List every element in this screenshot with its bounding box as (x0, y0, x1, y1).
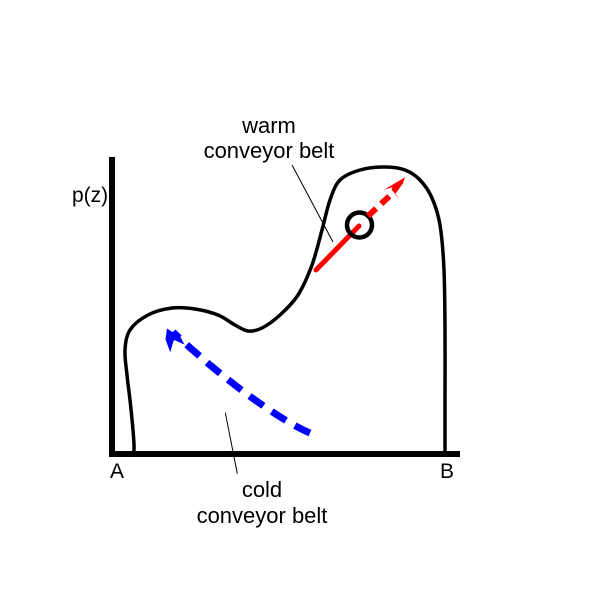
svg-text:cold: cold (242, 477, 282, 502)
svg-text:warm: warm (241, 113, 296, 138)
svg-text:A: A (110, 460, 124, 483)
svg-text:p(z): p(z) (72, 184, 108, 207)
svg-text:conveyor belt: conveyor belt (197, 503, 328, 528)
svg-text:B: B (440, 460, 454, 483)
svg-text:conveyor belt: conveyor belt (204, 138, 335, 163)
